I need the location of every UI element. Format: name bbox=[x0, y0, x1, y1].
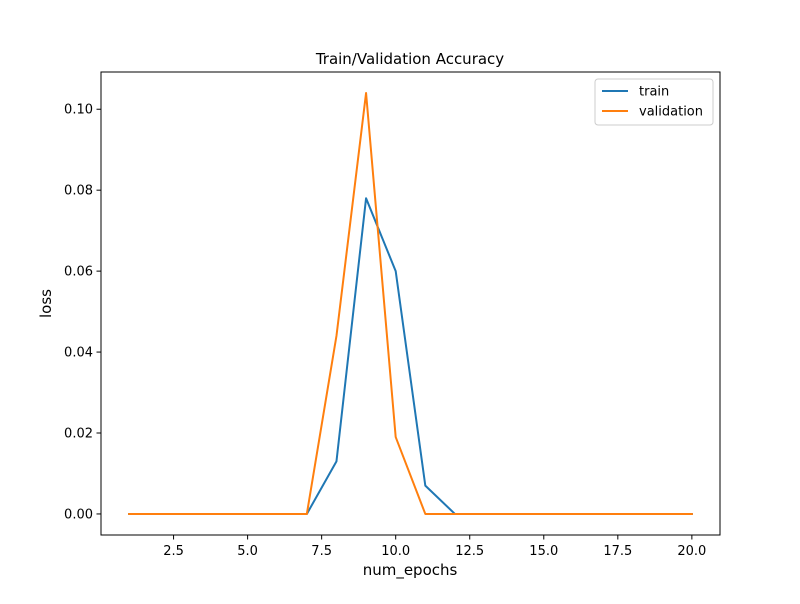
legend-label-train: train bbox=[639, 85, 669, 100]
x-tick-label: 7.5 bbox=[311, 544, 332, 559]
y-tick-label: 0.10 bbox=[64, 103, 93, 118]
legend-label-validation: validation bbox=[639, 105, 703, 120]
x-tick-label: 15.0 bbox=[529, 544, 558, 559]
chart-title: Train/Validation Accuracy bbox=[315, 50, 504, 68]
legend: train validation bbox=[595, 79, 713, 125]
x-tick-label: 17.5 bbox=[603, 544, 632, 559]
y-tick-label: 0.02 bbox=[64, 427, 93, 442]
x-tick-label: 5.0 bbox=[237, 544, 258, 559]
y-axis-label: loss bbox=[37, 289, 55, 318]
y-tick-label: 0.06 bbox=[64, 265, 93, 280]
x-tick-label: 10.0 bbox=[381, 544, 410, 559]
x-tick-label: 2.5 bbox=[163, 544, 184, 559]
y-tick-label: 0.00 bbox=[64, 507, 93, 522]
x-tick-label: 20.0 bbox=[677, 544, 706, 559]
y-tick-label: 0.08 bbox=[64, 184, 93, 199]
x-tick-label: 12.5 bbox=[455, 544, 484, 559]
y-tick-label: 0.04 bbox=[64, 346, 93, 361]
x-axis-label: num_epochs bbox=[363, 561, 458, 580]
